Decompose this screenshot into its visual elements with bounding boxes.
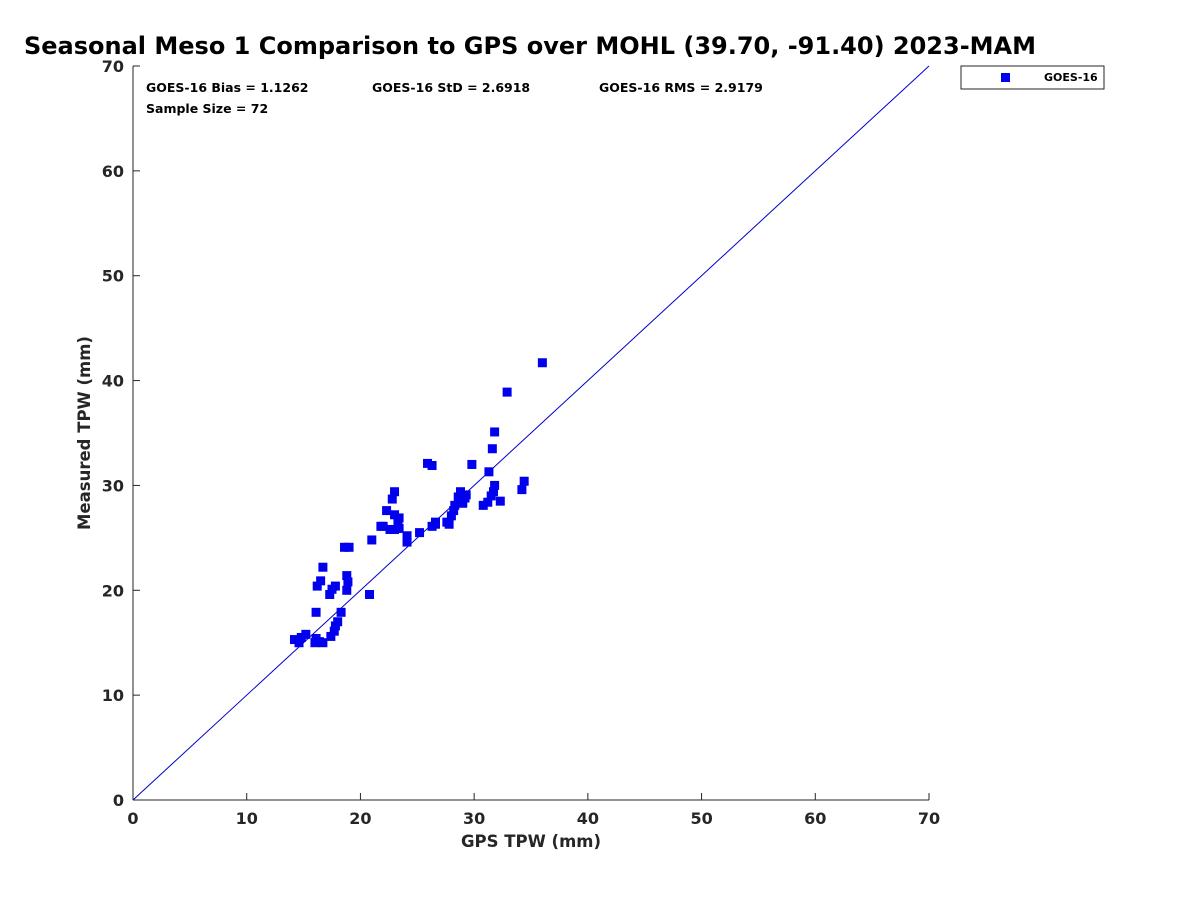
stats-annotation: GOES-16 Bias = 1.1262 GOES-16 StD = 2.69… [146,80,763,116]
one-to-one-line [132,65,930,801]
data-point [394,513,404,523]
data-point [484,467,494,477]
sample-size-stat: Sample Size = 72 [146,101,268,116]
data-point [296,632,306,642]
data-point [330,581,340,591]
y-tick-label: 50 [102,267,124,286]
data-point [342,571,352,581]
data-point [430,517,440,527]
data-point [294,638,304,648]
data-point [467,459,477,469]
y-axis-label: Measured TPW (mm) [75,336,94,530]
x-tick-label: 60 [804,809,826,828]
data-point [495,496,505,506]
data-point [458,498,468,508]
data-point [316,576,326,586]
x-axis-ticks: 0 10 20 30 40 50 60 70 [127,793,940,828]
data-point [446,511,456,521]
y-tick-label: 60 [102,162,124,181]
y-axis-ticks: 0 10 20 30 40 50 60 70 [102,57,140,810]
data-point [449,506,459,516]
data-point [378,521,388,531]
data-point [487,444,497,454]
y-tick-label: 70 [102,57,124,76]
data-point [344,542,354,552]
data-point [326,631,336,641]
data-point [342,585,352,595]
x-tick-label: 50 [690,809,712,828]
x-tick-label: 0 [127,809,138,828]
data-point [450,500,460,510]
legend-box [960,65,1105,90]
data-point [390,510,400,520]
data-point [478,500,488,510]
y-tick-label: 40 [102,372,124,391]
y-tick-label: 30 [102,476,124,495]
data-point [343,577,353,587]
data-point [325,589,335,599]
data-point [402,537,412,547]
data-point [517,485,527,495]
data-points [289,358,547,648]
data-point [490,427,500,437]
data-point [519,476,529,486]
chart-title: Seasonal Meso 1 Comparison to GPS over M… [24,32,1036,60]
data-point [367,535,377,545]
bias-stat: GOES-16 Bias = 1.1262 [146,80,308,95]
data-point [415,528,425,538]
plot-area: 0 10 20 30 40 50 60 70 0 10 20 30 40 50 60 70 [102,57,940,828]
data-point [427,461,437,471]
data-point [336,607,346,617]
y-tick-label: 10 [102,686,124,705]
data-point [423,458,433,468]
legend-label: GOES-16 [1044,71,1098,84]
rms-stat: GOES-16 RMS = 2.9179 [599,80,763,95]
data-point [385,524,395,534]
x-tick-label: 30 [463,809,485,828]
data-point [483,497,493,507]
data-point [387,494,397,504]
data-point [502,387,512,397]
x-tick-label: 70 [918,809,940,828]
data-point [444,519,454,529]
x-axis-label: GPS TPW (mm) [461,832,601,851]
y-tick-label: 0 [113,791,124,810]
y-tick-label: 20 [102,581,124,600]
data-point [537,358,547,368]
data-point [329,626,339,636]
data-point [340,542,350,552]
data-point [402,531,412,541]
data-point [390,524,400,534]
data-point [488,487,498,497]
x-tick-label: 40 [577,809,599,828]
data-point [311,607,321,617]
legend-marker [1001,73,1010,82]
data-point [394,523,404,533]
data-point [461,490,471,500]
std-stat: GOES-16 StD = 2.6918 [372,80,530,95]
data-point [312,581,322,591]
data-point [490,480,500,490]
x-tick-label: 20 [349,809,371,828]
legend: GOES-16 [960,65,1105,90]
data-point [318,638,328,648]
data-point [318,562,328,572]
data-point [382,506,392,516]
data-point [365,589,375,599]
data-point [289,635,299,645]
data-point [301,629,311,639]
data-point [390,487,400,497]
x-tick-label: 10 [236,809,258,828]
data-point [333,617,343,627]
